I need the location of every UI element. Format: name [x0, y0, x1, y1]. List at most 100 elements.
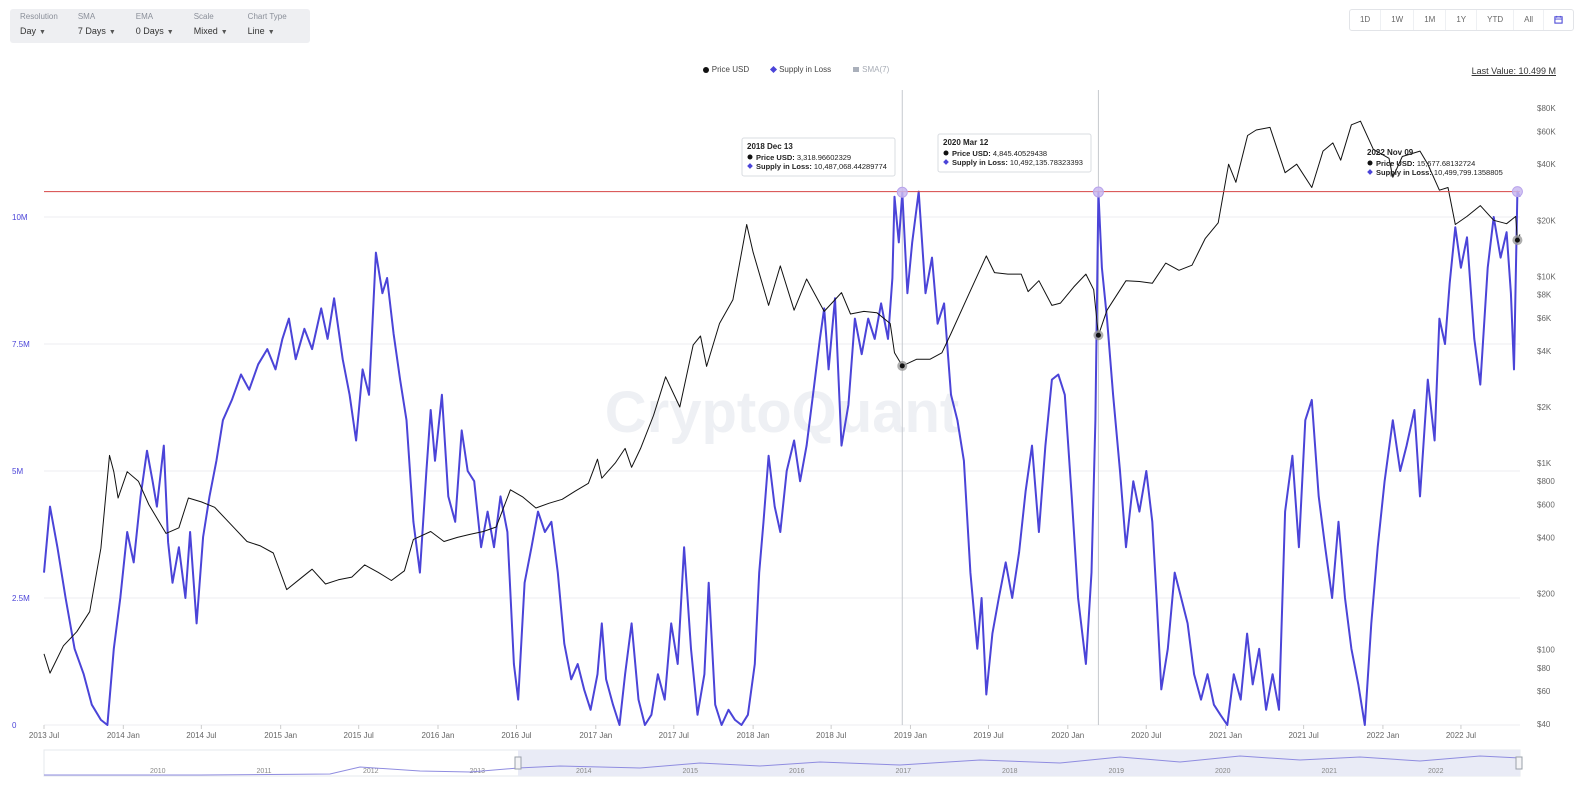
tooltip-supply-row: Supply in Loss: 10,499,799.1358805: [1376, 168, 1503, 177]
price-legend-dot-icon: [702, 66, 709, 73]
control-scale[interactable]: Scale Mixed ▼: [184, 9, 238, 43]
x-tick-label: 2022 Jul: [1446, 731, 1476, 740]
legend-supply[interactable]: Supply in Loss: [770, 65, 831, 74]
range-button-1y[interactable]: 1Y: [1446, 10, 1478, 30]
calendar-icon[interactable]: [1544, 10, 1573, 30]
navigator-handle-right: [1515, 756, 1523, 770]
navigator-year-label: 2019: [1109, 768, 1125, 775]
control-value-text: 0 Days: [135, 26, 164, 36]
tooltip-supply-value: 10,487,068.44289774: [814, 162, 887, 171]
legend-sma[interactable]: SMA(7): [853, 65, 889, 74]
control-label: Chart Type: [247, 12, 287, 21]
tooltip-price-row: Price USD: 3,318.96602329: [756, 153, 851, 162]
tooltip-price-label: Price USD:: [756, 153, 797, 162]
range-button-ytd[interactable]: YTD: [1477, 10, 1515, 30]
range-button-all[interactable]: All: [1514, 10, 1544, 30]
x-tick-label: 2014 Jan: [107, 731, 140, 740]
tooltip-price-row: Price USD: 4,845.40529438: [952, 149, 1047, 158]
price-marker-halo: [1512, 235, 1523, 246]
price-usd-line: [43, 120, 1521, 674]
y-left-tick-label: 0: [12, 721, 17, 730]
x-tick-label: 2016 Jan: [422, 731, 455, 740]
control-label: EMA: [135, 12, 154, 21]
x-tick-label: 2022 Jan: [1366, 731, 1399, 740]
control-label: SMA: [77, 12, 96, 21]
range-button-1m[interactable]: 1M: [1414, 10, 1447, 30]
tooltip-date: 2022 Nov 09: [1367, 148, 1414, 157]
control-value: 7 Days ▼: [78, 24, 116, 40]
y-right-tick-label: $200: [1537, 590, 1555, 599]
supply-marker: [896, 186, 908, 198]
tooltip-supply-diamond-icon: [943, 159, 949, 165]
control-value: 0 Days ▼: [136, 24, 174, 40]
y-right-tick-label: $10K: [1537, 273, 1556, 282]
x-tick-label: 2020 Jul: [1131, 731, 1161, 740]
tooltip-supply-diamond-icon: [1367, 169, 1373, 175]
y-right-tick-label: $40: [1537, 720, 1551, 729]
navigator-series-line: [44, 755, 1521, 776]
control-value-text: Day: [20, 26, 37, 36]
control-value: Line ▼: [248, 24, 287, 40]
tooltip-supply-label: Supply in Loss:: [952, 158, 1010, 167]
range-button-1w[interactable]: 1W: [1381, 10, 1415, 30]
tooltip-price-dot-icon: [747, 154, 753, 160]
chart-legend: Price USD Supply in Loss SMA(7): [0, 65, 1592, 74]
x-tick-label: 2016 Jul: [501, 731, 531, 740]
navigator-year-label: 2022: [1428, 768, 1444, 775]
x-tick-label: 2017 Jul: [659, 731, 689, 740]
control-resolution[interactable]: Resolution Day ▼: [10, 9, 68, 43]
legend-price[interactable]: Price USD: [702, 65, 750, 74]
tooltip-price-value: 3,318.96602329: [797, 153, 851, 162]
control-ema[interactable]: EMA 0 Days ▼: [126, 9, 184, 43]
y-left-tick-label: 7.5M: [12, 340, 30, 349]
x-tick-label: 2018 Jan: [737, 731, 770, 740]
legend-price-label: Price USD: [711, 65, 750, 74]
chart-settings-bar: Resolution Day ▼ SMA 7 Days ▼ EMA 0 Days ▼ Scale M…: [10, 9, 310, 43]
tooltip-price-label: Price USD:: [1376, 159, 1417, 168]
y-right-tick-label: $60K: [1537, 127, 1556, 136]
tooltip-supply-row: Supply in Loss: 10,492,135.78323393: [952, 158, 1083, 167]
x-tick-label: 2021 Jan: [1209, 731, 1242, 740]
navigator-year-label: 2013: [470, 768, 486, 775]
control-label: Resolution: [20, 12, 58, 21]
price-marker-halo: [897, 360, 908, 371]
last-value-link[interactable]: Last Value: 10.499 M: [1471, 66, 1556, 76]
price-marker: [1095, 332, 1101, 338]
caret-down-icon: ▼: [267, 29, 275, 36]
navigator-year-label: 2014: [576, 768, 592, 775]
caret-down-icon: ▼: [108, 29, 116, 36]
navigator-year-label: 2015: [683, 768, 699, 775]
supply-in-loss-line: [43, 190, 1521, 726]
x-tick-label: 2021 Jul: [1288, 731, 1318, 740]
x-tick-label: 2015 Jan: [264, 731, 297, 740]
x-tick-label: 2019 Jul: [973, 731, 1003, 740]
supply-marker: [1092, 186, 1104, 198]
navigator-frame: [43, 749, 1521, 777]
tooltip-date: 2018 Dec 13: [747, 142, 793, 151]
control-value-text: Mixed: [193, 26, 218, 36]
y-right-tick-label: $8K: [1537, 291, 1552, 300]
range-button-1d[interactable]: 1D: [1350, 10, 1382, 30]
caret-down-icon: ▼: [39, 29, 46, 36]
tooltip-price-label: Price USD:: [952, 149, 993, 158]
navigator-year-label: 2017: [896, 768, 912, 775]
navigator-year-label: 2010: [150, 768, 166, 775]
y-right-tick-label: $600: [1537, 501, 1555, 510]
tooltip-supply-value: 10,499,799.1358805: [1434, 168, 1503, 177]
y-right-tick-label: $800: [1537, 477, 1555, 486]
tooltip-price-row: Price USD: 15,677.68132724: [1376, 159, 1475, 168]
control-sma[interactable]: SMA 7 Days ▼: [68, 9, 126, 43]
tooltip-supply-label: Supply in Loss:: [756, 162, 814, 171]
tooltip-date: 2020 Mar 12: [943, 138, 989, 147]
y-right-tick-label: $1K: [1537, 459, 1552, 468]
x-tick-label: 2019 Jan: [894, 731, 927, 740]
navigator-year-label: 2012: [363, 768, 379, 775]
control-chart-type[interactable]: Chart Type Line ▼: [238, 9, 297, 43]
y-left-tick-label: 10M: [12, 213, 28, 222]
range-selector: 1D 1W 1M 1Y YTD All: [1348, 9, 1574, 31]
x-tick-label: 2015 Jul: [344, 731, 374, 740]
tooltip-box: [937, 133, 1092, 173]
price-marker: [899, 363, 905, 369]
y-right-tick-label: $4K: [1537, 347, 1552, 356]
control-label: Scale: [193, 12, 214, 21]
